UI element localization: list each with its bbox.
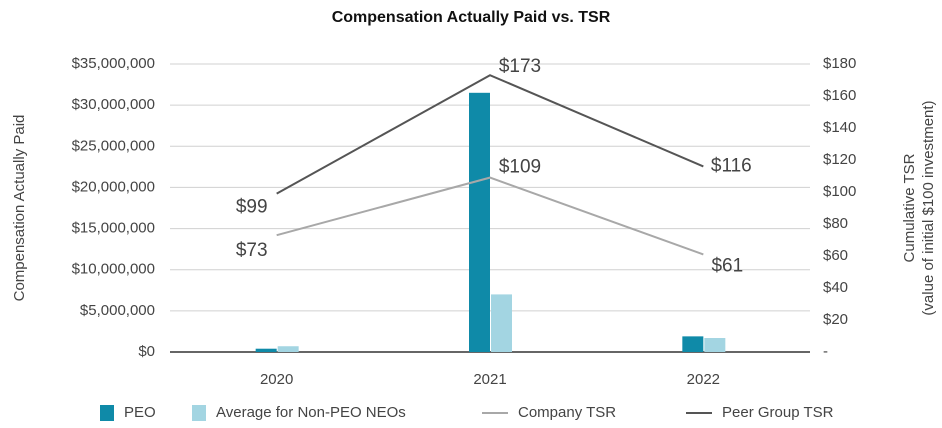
bar: [469, 92, 490, 353]
y2-axis-label: Cumulative TSR: [901, 153, 918, 262]
y2-tick-label: $40: [823, 279, 848, 296]
legend-label: Company TSR: [518, 404, 616, 421]
x-tick-label: 2020: [260, 371, 293, 388]
y-tick-label: $5,000,000: [80, 302, 155, 319]
y-tick-label: $0: [138, 343, 155, 360]
y2-tick-label: $120: [823, 151, 856, 168]
y2-tick-label: $60: [823, 247, 848, 264]
y2-tick-label: $80: [823, 215, 848, 232]
y-tick-label: $25,000,000: [72, 137, 155, 154]
y-tick-label: $20,000,000: [72, 178, 155, 195]
bar: [704, 338, 726, 352]
y-tick-label: $15,000,000: [72, 220, 155, 237]
y2-tick-label: -: [823, 343, 828, 360]
y2-tick-label: $100: [823, 183, 856, 200]
y-tick-label: $35,000,000: [72, 55, 155, 72]
data-label: $61: [711, 255, 743, 276]
data-label: $116: [711, 155, 752, 176]
legend-label: PEO: [124, 404, 156, 421]
data-label: $173: [499, 56, 541, 77]
legend-swatch: [100, 405, 114, 421]
data-label: $73: [236, 240, 268, 261]
legend-swatch: [192, 405, 206, 421]
y2-tick-label: $140: [823, 119, 856, 136]
line: [276, 176, 704, 256]
data-label: $99: [236, 197, 268, 218]
chart-title: Compensation Actually Paid vs. TSR: [332, 9, 611, 26]
bar: [277, 346, 299, 352]
line: [276, 74, 704, 195]
data-label: $109: [499, 157, 541, 178]
y2-tick-label: $180: [823, 55, 856, 72]
y-tick-label: $10,000,000: [72, 261, 155, 278]
bar: [491, 294, 512, 352]
x-tick-label: 2021: [473, 371, 506, 388]
legend-label: Peer Group TSR: [722, 404, 834, 421]
y-axis-label: Compensation Actually Paid: [11, 115, 28, 302]
y2-tick-label: $160: [823, 87, 856, 104]
legend-label: Average for Non-PEO NEOs: [216, 404, 406, 421]
x-tick-label: 2022: [687, 371, 720, 388]
bar: [255, 348, 277, 352]
y2-tick-label: $20: [823, 311, 848, 328]
y2-axis-label: (value of initial $100 investment): [920, 100, 937, 315]
y-tick-label: $30,000,000: [72, 96, 155, 113]
bar: [682, 336, 704, 352]
